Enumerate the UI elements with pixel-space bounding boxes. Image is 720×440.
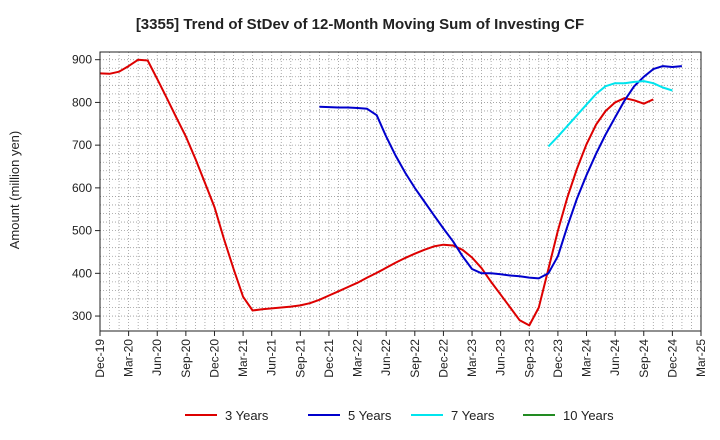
legend-label-3-years: 3 Years xyxy=(225,408,269,423)
x-tick-label: Jun-21 xyxy=(265,339,279,376)
x-tick-label: Mar-22 xyxy=(351,339,365,377)
x-tick-label: Dec-21 xyxy=(322,339,336,378)
x-tick-label: Sep-22 xyxy=(408,339,422,378)
x-tick-label: Dec-22 xyxy=(436,339,450,378)
legend-label-10-years: 10 Years xyxy=(563,408,614,423)
x-tick-label: Sep-20 xyxy=(179,339,193,378)
chart-title: [3355] Trend of StDev of 12-Month Moving… xyxy=(136,16,584,33)
x-tick-label: Sep-21 xyxy=(293,339,307,378)
x-tick-label: Sep-23 xyxy=(522,339,536,378)
x-axis: Dec-19 Mar-20 Jun-20 Sep-20 Dec-20 Mar-21 Jun-… xyxy=(93,331,708,378)
x-tick-label: Mar-20 xyxy=(122,339,136,377)
x-tick-label: Sep-24 xyxy=(637,339,651,378)
x-tick-label: Jun-22 xyxy=(379,339,393,376)
x-tick-label: Dec-23 xyxy=(551,339,565,378)
y-axis-label: Amount (million yen) xyxy=(7,131,22,250)
y-tick-label: 300 xyxy=(72,309,92,323)
x-tick-label: Mar-23 xyxy=(465,339,479,377)
y-tick-label: 500 xyxy=(72,224,92,238)
x-tick-label: Mar-24 xyxy=(580,339,594,377)
x-tick-label: Jun-24 xyxy=(608,339,622,376)
legend: 3 Years 5 Years 7 Years 10 Years xyxy=(185,408,614,423)
y-axis: 300 400 500 600 700 800 900 xyxy=(72,53,100,323)
series-line-3-years xyxy=(99,58,654,327)
legend-label-5-years: 5 Years xyxy=(348,408,392,423)
y-tick-label: 800 xyxy=(72,95,92,109)
legend-label-7-years: 7 Years xyxy=(451,408,495,423)
series-line-7-years xyxy=(547,80,673,148)
x-tick-label: Dec-24 xyxy=(665,339,679,378)
y-tick-label: 900 xyxy=(72,53,92,67)
series-layer xyxy=(99,58,682,327)
x-tick-label: Dec-20 xyxy=(207,339,221,378)
x-tick-label: Dec-19 xyxy=(93,339,107,378)
x-tick-label: Jun-20 xyxy=(150,339,164,376)
grid xyxy=(100,52,701,331)
y-tick-label: 400 xyxy=(72,266,92,280)
x-tick-label: Mar-25 xyxy=(694,339,708,377)
y-tick-label: 600 xyxy=(72,181,92,195)
x-tick-label: Mar-21 xyxy=(236,339,250,377)
plot-frame xyxy=(99,51,702,332)
series-line-5-years xyxy=(319,65,682,280)
y-tick-label: 700 xyxy=(72,138,92,152)
x-tick-label: Jun-23 xyxy=(494,339,508,376)
